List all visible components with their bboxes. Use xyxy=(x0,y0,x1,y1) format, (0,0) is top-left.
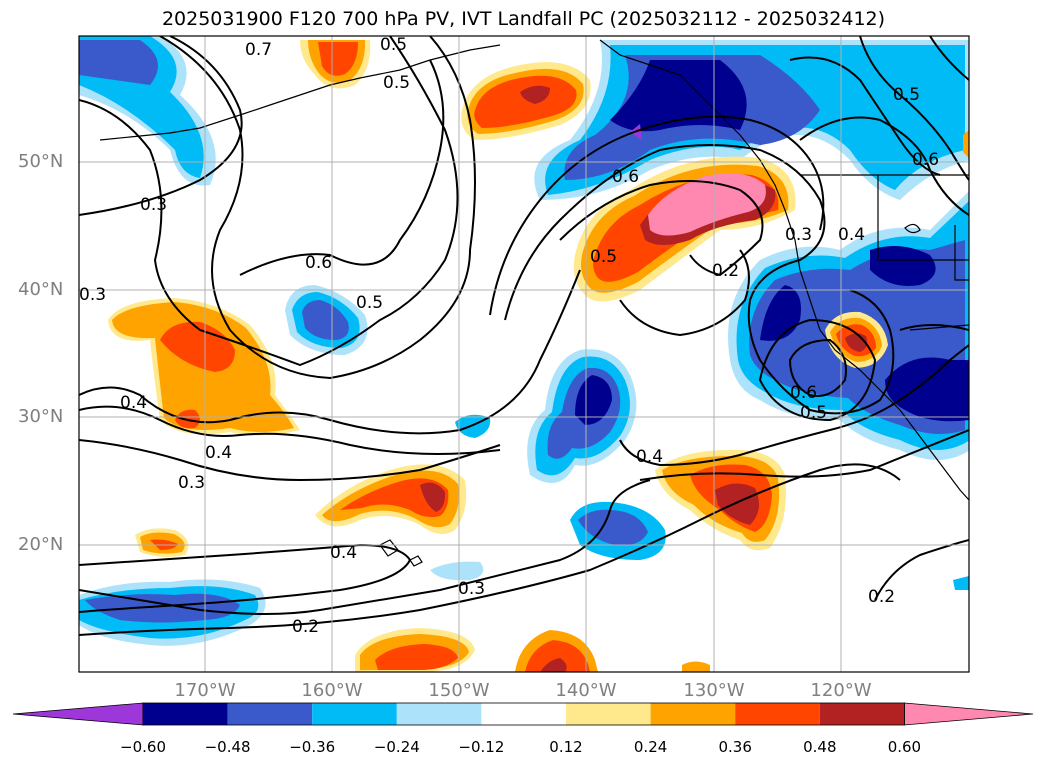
contour-label: 0.5 xyxy=(893,85,920,105)
colorbar-segment xyxy=(819,703,905,725)
contour-label: 0.2 xyxy=(712,261,739,281)
contour-line xyxy=(619,344,969,467)
contour-line xyxy=(619,249,750,337)
map-frame xyxy=(78,35,970,673)
coastline xyxy=(599,39,969,501)
island-outline xyxy=(379,539,399,557)
lon-label-130w: 130°W xyxy=(683,680,745,701)
colorbar-tick-label: 0.12 xyxy=(549,738,583,756)
contour-label: 0.5 xyxy=(383,73,410,93)
contour-label: 0.5 xyxy=(356,293,383,313)
contour-label: 0.2 xyxy=(868,587,895,607)
contour-label: 0.3 xyxy=(178,473,205,493)
contour-line xyxy=(799,116,969,216)
contour-line xyxy=(79,479,651,615)
island-outline xyxy=(409,555,423,567)
colorbar-segment xyxy=(735,703,820,725)
contour-line xyxy=(159,36,476,380)
chart-title: 2025031900 F120 700 hPa PV, IVT Landfall… xyxy=(161,8,886,30)
contour-label: 0.7 xyxy=(245,40,272,60)
lake-outline xyxy=(904,223,921,234)
positive-region-35n-170w xyxy=(108,298,300,436)
contour-label: 0.5 xyxy=(380,35,407,55)
colorbar-segment xyxy=(143,703,228,725)
contour-line xyxy=(929,36,969,81)
boundary-line xyxy=(954,225,969,281)
colorbar xyxy=(12,702,1034,726)
colorbar-tick-label: −0.24 xyxy=(373,738,420,756)
contour-label: 0.4 xyxy=(120,393,147,413)
contour-line xyxy=(79,269,581,435)
boundary-line xyxy=(877,175,969,261)
positive-region-north xyxy=(300,40,591,141)
contour-label: 0.6 xyxy=(790,383,817,403)
contour-line xyxy=(788,338,847,397)
positive-region-25n-155w xyxy=(315,464,467,534)
contour-label: 0.4 xyxy=(205,443,232,463)
colorbar-segment xyxy=(566,703,651,725)
contour-line xyxy=(239,59,445,276)
contour-label: 0.6 xyxy=(912,150,939,170)
coastlines xyxy=(99,39,969,567)
contour-label: 0.3 xyxy=(79,285,106,305)
colorbar-tick-label: 0.24 xyxy=(633,738,668,756)
colorbar-segment xyxy=(312,703,397,725)
contour-label: 0.5 xyxy=(800,403,827,423)
contour-label: 0.2 xyxy=(292,617,319,637)
contour-line xyxy=(489,115,825,316)
contour-line xyxy=(79,36,243,216)
contour-label: 0.4 xyxy=(838,225,865,245)
contour-label: 0.4 xyxy=(636,447,663,467)
contour-line xyxy=(79,439,501,482)
colorbar-outline xyxy=(142,702,905,726)
lat-label-30n: 30°N xyxy=(18,406,64,427)
negative-region-40n-160w xyxy=(285,285,368,355)
colorbar-segment xyxy=(396,703,482,725)
contour-label: 0.4 xyxy=(330,543,357,563)
colorbar-tick-label: −0.60 xyxy=(120,738,166,756)
lat-label-50n: 50°N xyxy=(18,151,64,172)
colorbar-segment xyxy=(650,703,736,725)
contour-label: 0.3 xyxy=(785,225,812,245)
contour-line xyxy=(79,463,901,636)
colorbar-tick-label: 0.48 xyxy=(803,738,837,756)
contour-label: 0.6 xyxy=(305,253,332,273)
contour-label: 0.3 xyxy=(458,579,485,599)
lon-label-120w: 120°W xyxy=(810,680,872,701)
colorbar-tick-label: −0.48 xyxy=(204,738,251,756)
contour-line xyxy=(859,36,969,181)
contour-line xyxy=(874,539,969,601)
lon-label-160w: 160°W xyxy=(301,680,363,701)
contour-line xyxy=(504,144,895,415)
contour-line xyxy=(899,324,969,331)
colorbar-high-extension xyxy=(904,702,1034,726)
colorbar-tick-label: −0.36 xyxy=(289,738,336,756)
contour-label: 0.5 xyxy=(590,247,617,267)
negative-region-central xyxy=(527,349,637,483)
contour-labels: 0.7 0.5 0.3 0.6 0.5 0.3 0.4 0.4 0.3 0.4 … xyxy=(79,35,939,637)
colorbar-low-extension xyxy=(12,702,144,726)
lon-label-140w: 140°W xyxy=(555,680,617,701)
contour-line xyxy=(758,318,877,422)
contour-label: 0.6 xyxy=(612,167,639,187)
contour-label: 0.3 xyxy=(140,195,167,215)
colorbar-tick-label: 0.36 xyxy=(718,738,752,756)
colorbar-tick-label: −0.12 xyxy=(458,738,505,756)
contour-line xyxy=(639,429,969,481)
colorbar-segment xyxy=(227,703,313,725)
lon-label-170w: 170°W xyxy=(174,680,236,701)
lon-label-150w: 150°W xyxy=(428,680,490,701)
lat-label-20n: 20°N xyxy=(18,534,64,555)
negative-region-nw xyxy=(79,36,216,186)
contour-line xyxy=(79,405,501,455)
coastline xyxy=(99,44,501,141)
colorbar-segment xyxy=(481,703,566,725)
contour-line xyxy=(559,180,764,277)
boundary-line xyxy=(909,324,969,331)
gridlines xyxy=(79,36,969,672)
lat-label-40n: 40°N xyxy=(18,279,64,300)
colorbar-tick-label: 0.60 xyxy=(887,738,922,756)
